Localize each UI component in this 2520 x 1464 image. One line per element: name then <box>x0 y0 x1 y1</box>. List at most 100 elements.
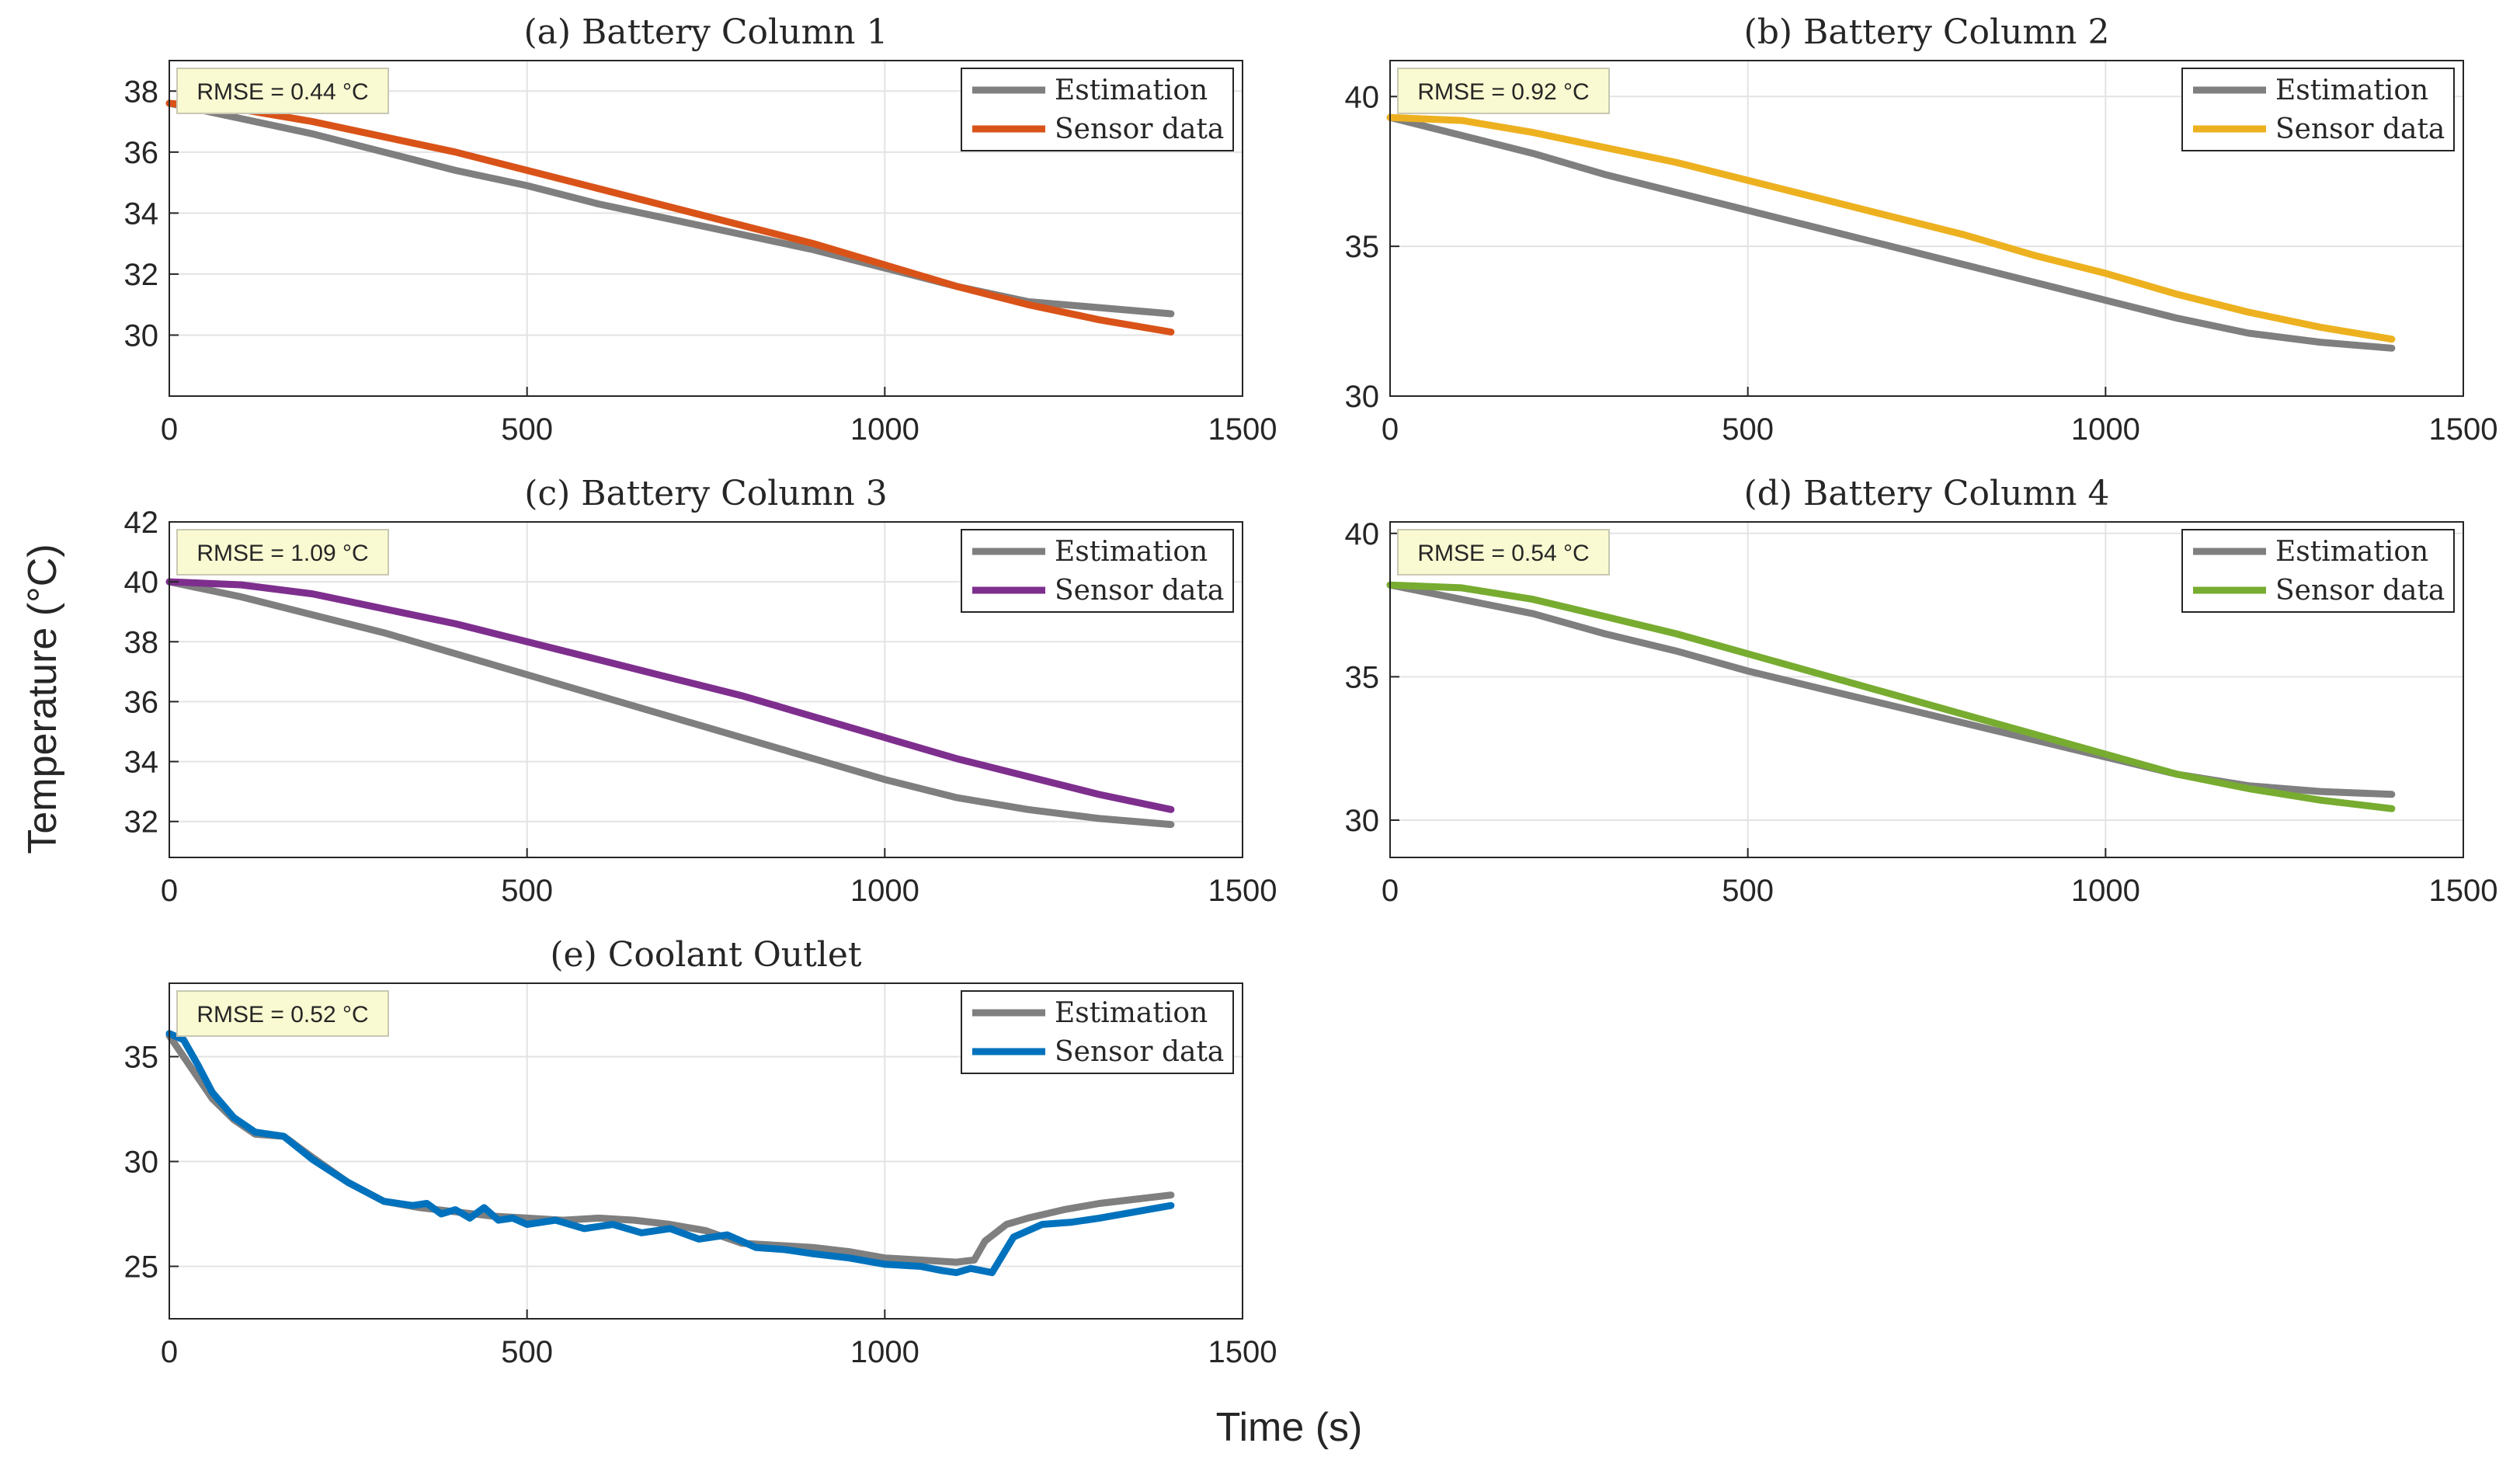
legend-box <box>961 990 1234 1074</box>
panel-title: (c) Battery Column 3 <box>524 474 887 513</box>
series-line-estimation <box>165 578 1175 829</box>
y-tick-label: 38 <box>124 625 159 659</box>
legend-box <box>961 68 1234 151</box>
axes-box <box>169 60 1243 397</box>
legend-entry: Estimation <box>1055 997 1208 1029</box>
panel-3: 0 500 1000 1500 32 34 36 38 40 42 (c) Battery Colu… <box>124 474 1277 908</box>
rmse-annotation: RMSE = 0.52 °C <box>176 990 389 1037</box>
x-tick-label: 0 <box>1382 874 1399 908</box>
axes-box <box>169 521 1243 858</box>
x-tick-label: 500 <box>501 874 553 908</box>
x-tick-label: 1000 <box>2071 874 2140 908</box>
y-tick-label: 35 <box>124 1041 159 1075</box>
x-tick-label: 0 <box>161 412 178 447</box>
rmse-text: RMSE = 0.54 °C <box>1417 541 1589 566</box>
y-tick-label: 36 <box>124 685 159 719</box>
rmse-text: RMSE = 0.52 °C <box>196 1002 368 1028</box>
legend-entry: Estimation <box>1055 75 1208 106</box>
rmse-annotation: RMSE = 1.09 °C <box>176 529 389 576</box>
x-tick-label: 0 <box>161 1335 178 1369</box>
legend: Estimation Sensor data <box>2181 68 2455 151</box>
y-tick-label: 40 <box>124 565 159 600</box>
rmse-text: RMSE = 1.09 °C <box>196 541 368 566</box>
rmse-box <box>176 68 389 114</box>
y-tick-label: 30 <box>1345 804 1380 838</box>
rmse-annotation: RMSE = 0.44 °C <box>176 68 389 114</box>
rmse-box <box>1397 68 1610 114</box>
legend-entry: Sensor data <box>2275 113 2445 145</box>
axes-box <box>1389 521 2464 858</box>
rmse-box <box>176 990 389 1037</box>
x-tick-label: 1000 <box>850 412 919 447</box>
series-line-sensor-data <box>165 578 1175 813</box>
legend: Estimation Sensor data <box>961 990 1234 1074</box>
x-tick-label: 500 <box>501 1335 553 1369</box>
x-tick-label: 1000 <box>2071 412 2140 447</box>
x-tick-label: 500 <box>501 412 553 447</box>
rmse-box <box>176 529 389 576</box>
rmse-box <box>1397 529 1610 576</box>
y-tick-label: 30 <box>124 318 159 353</box>
y-tick-label: 35 <box>1345 230 1380 264</box>
x-tick-label: 0 <box>1382 412 1399 447</box>
rmse-text: RMSE = 0.92 °C <box>1417 79 1589 105</box>
y-tick-label: 34 <box>124 746 159 780</box>
legend: Estimation Sensor data <box>961 68 1234 151</box>
y-tick-label: 38 <box>124 75 159 109</box>
series-line-sensor-data <box>1386 581 2396 812</box>
y-tick-label: 32 <box>124 258 159 292</box>
panels: 0 500 1000 1500 30 32 34 36 38 (a) Battery Column… <box>124 12 2498 1369</box>
legend-entry: Estimation <box>2275 75 2428 106</box>
y-tick-label: 32 <box>124 805 159 840</box>
rmse-annotation: RMSE = 0.92 °C <box>1397 68 1610 114</box>
panel-2: 0 500 1000 1500 30 35 40 (b) Battery Column 2 RM… <box>1345 12 2498 447</box>
y-tick-label: 30 <box>124 1146 159 1180</box>
y-tick-label: 42 <box>124 506 159 540</box>
series-line-sensor-data <box>165 1030 1175 1277</box>
x-tick-label: 500 <box>1722 874 1774 908</box>
y-tick-label: 30 <box>1345 380 1380 414</box>
panel-title: (b) Battery Column 2 <box>1744 12 2110 52</box>
series-line-sensor-data <box>1386 113 2396 343</box>
series-line-sensor-data <box>165 99 1175 336</box>
rmse-annotation: RMSE = 0.54 °C <box>1397 529 1610 576</box>
x-tick-label: 1500 <box>1208 412 1277 447</box>
y-tick-label: 40 <box>1345 517 1380 551</box>
y-tick-label: 34 <box>124 196 159 231</box>
x-tick-label: 1500 <box>2429 874 2498 908</box>
y-axis-label: Temperature (°C) <box>20 544 65 854</box>
legend-entry: Estimation <box>1055 536 1208 568</box>
rmse-text: RMSE = 0.44 °C <box>196 79 368 105</box>
x-tick-label: 1500 <box>1208 874 1277 908</box>
panel-1: 0 500 1000 1500 30 32 34 36 38 (a) Battery Column… <box>124 12 1277 447</box>
x-tick-label: 1000 <box>850 1335 919 1369</box>
x-axis-label: Time (s) <box>1216 1405 1363 1450</box>
panel-5: 0 500 1000 1500 25 30 35 (e) Coolant Outlet RMSE… <box>124 935 1277 1369</box>
axes-box <box>1389 60 2464 397</box>
x-tick-label: 500 <box>1722 412 1774 447</box>
legend: Estimation Sensor data <box>2181 529 2455 613</box>
axes-box <box>169 982 1243 1320</box>
x-tick-label: 1500 <box>2429 412 2498 447</box>
y-tick-label: 36 <box>124 136 159 170</box>
y-tick-label: 25 <box>124 1250 159 1285</box>
legend-entry: Sensor data <box>1055 1036 1224 1068</box>
series-line-estimation <box>1386 113 2396 352</box>
panel-title: (e) Coolant Outlet <box>550 935 862 975</box>
legend-entry: Estimation <box>2275 536 2428 568</box>
panel-4: 0 500 1000 1500 30 35 40 (d) Battery Column 4 RM… <box>1345 474 2498 908</box>
legend-box <box>2181 529 2455 613</box>
panel-title: (d) Battery Column 4 <box>1744 474 2110 513</box>
x-tick-label: 1500 <box>1208 1335 1277 1369</box>
y-tick-label: 40 <box>1345 80 1380 114</box>
legend-entry: Sensor data <box>2275 575 2445 607</box>
legend-entry: Sensor data <box>1055 113 1224 145</box>
legend: Estimation Sensor data <box>961 529 1234 613</box>
legend-entry: Sensor data <box>1055 575 1224 607</box>
legend-box <box>961 529 1234 613</box>
x-tick-label: 1000 <box>850 874 919 908</box>
y-tick-label: 35 <box>1345 660 1380 694</box>
legend-box <box>2181 68 2455 151</box>
panel-title: (a) Battery Column 1 <box>523 12 888 52</box>
